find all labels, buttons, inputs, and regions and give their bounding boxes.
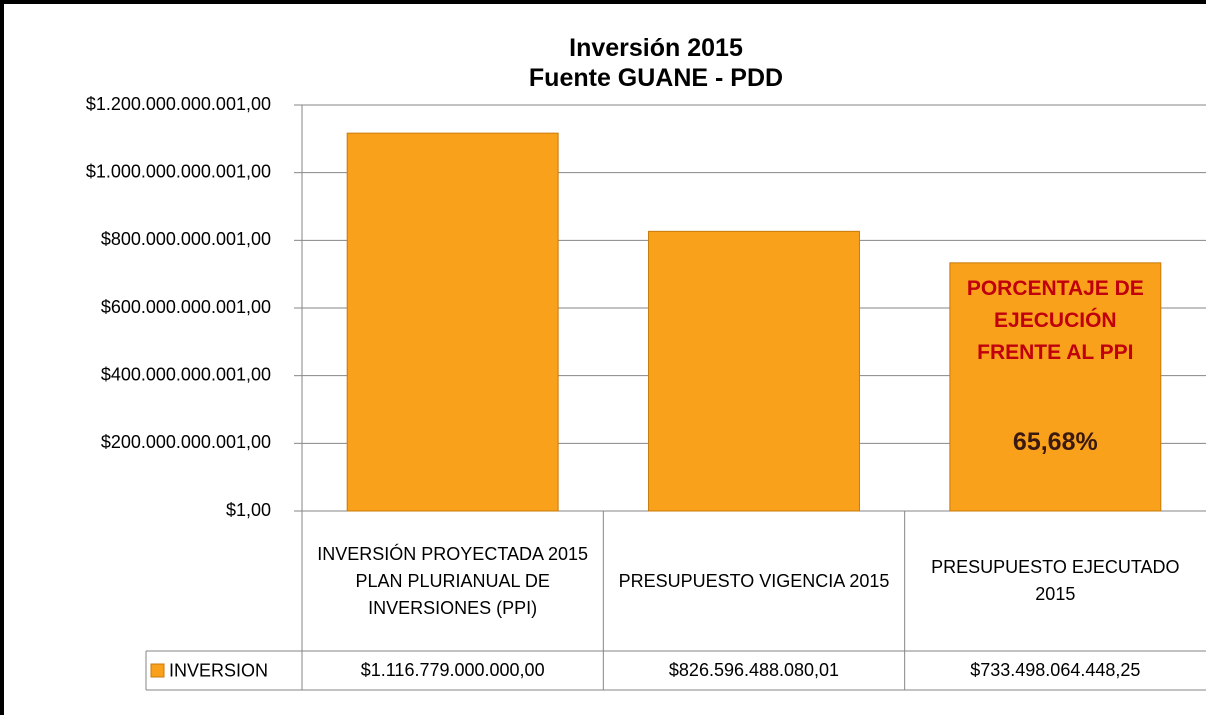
table-value: $733.498.064.448,25 (970, 660, 1141, 680)
y-tick-label: $400.000.000.001,00 (101, 364, 271, 384)
category-label: INVERSIÓN PROYECTADA 2015 PLAN PLURIANUA… (317, 543, 589, 618)
legend-label: INVERSION (169, 660, 268, 680)
annotation: PORCENTAJE DE EJECUCIÓN FRENTE AL PPI (966, 276, 1144, 364)
legend-swatch (150, 663, 165, 678)
category-label: PRESUPUESTO EJECUTADO 2015 (931, 557, 1180, 604)
y-tick-label: $1.200.000.000.001,00 (86, 94, 271, 114)
table-value: $1.116.779.000.000,00 (360, 660, 545, 680)
table-value: $826.596.488.080,01 (668, 660, 840, 680)
y-tick-label: $1,00 (226, 500, 271, 520)
bar (648, 230, 860, 512)
plot: $1,00 $200.000.000.001,00 $400.000.000.001… (86, 94, 1206, 691)
chart-title: Inversión 2015 (569, 34, 743, 62)
chart-subtitle: Fuente GUANE - PDD (528, 64, 784, 92)
category-label: PRESUPUESTO VIGENCIA 2015 (618, 570, 890, 591)
bar (346, 132, 559, 512)
y-tick-label: $200.000.000.001,00 (101, 432, 271, 452)
bar (949, 262, 1162, 512)
y-tick-label: $800.000.000.001,00 (101, 229, 271, 249)
y-tick-label: $1.000.000.000.001,00 (86, 161, 271, 181)
y-tick-label: $600.000.000.001,00 (101, 297, 271, 317)
annotation: 65,68% (1012, 427, 1098, 456)
